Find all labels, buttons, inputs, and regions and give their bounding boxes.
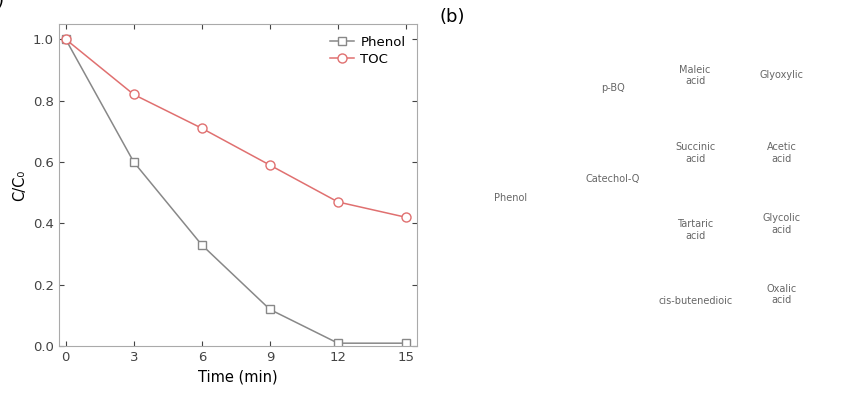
Phenol — [197, 242, 207, 247]
Text: Phenol: Phenol — [494, 193, 527, 203]
Line: Phenol: Phenol — [62, 35, 410, 347]
Y-axis label: C/C₀: C/C₀ — [13, 170, 28, 201]
Line: TOC: TOC — [61, 35, 410, 222]
Phenol — [129, 160, 139, 164]
Phenol — [265, 307, 275, 312]
Text: Oxalic
acid: Oxalic acid — [766, 284, 796, 306]
TOC — [197, 126, 207, 131]
Text: p-BQ: p-BQ — [600, 83, 625, 94]
TOC — [333, 199, 343, 204]
Text: Acetic
acid: Acetic acid — [767, 142, 796, 164]
Text: cis-butenedioic: cis-butenedioic — [658, 296, 733, 306]
Text: Glyoxylic: Glyoxylic — [759, 70, 803, 80]
TOC — [265, 163, 275, 168]
Legend: Phenol, TOC: Phenol, TOC — [325, 31, 410, 71]
Text: Glycolic
acid: Glycolic acid — [763, 213, 801, 234]
Text: (b): (b) — [440, 8, 465, 26]
Text: Succinic
acid: Succinic acid — [675, 142, 716, 164]
TOC — [61, 37, 71, 42]
Text: Tartaric
acid: Tartaric acid — [677, 219, 713, 241]
Text: (a): (a) — [0, 0, 5, 10]
Text: Maleic
acid: Maleic acid — [680, 64, 711, 86]
Phenol — [401, 341, 411, 345]
Phenol — [61, 37, 71, 42]
TOC — [129, 92, 139, 97]
Text: Catechol-Q: Catechol-Q — [585, 174, 640, 183]
TOC — [401, 215, 411, 220]
X-axis label: Time (min): Time (min) — [198, 370, 278, 385]
Phenol — [333, 341, 343, 345]
